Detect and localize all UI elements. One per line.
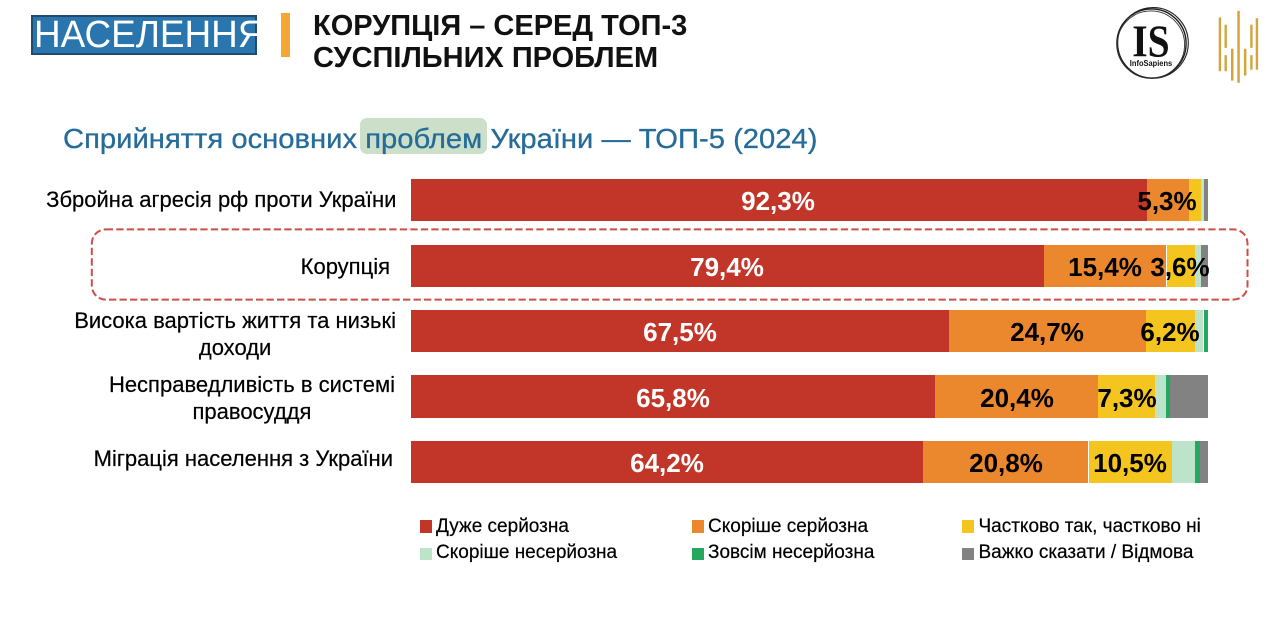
svg-text:InfoSapiens: InfoSapiens xyxy=(1130,59,1173,69)
svg-text:IS: IS xyxy=(1132,17,1169,67)
